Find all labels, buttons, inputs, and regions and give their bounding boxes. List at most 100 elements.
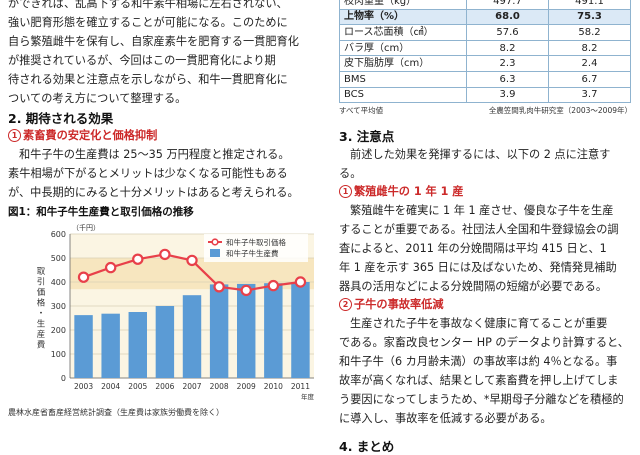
- y-axis-label-char: 取: [37, 267, 46, 277]
- line-point: [132, 253, 144, 265]
- table-row-label: 枝肉重量（kg）: [339, 0, 467, 10]
- table-cell-value: 68.0: [466, 8, 549, 26]
- table-cell-value: 2.3: [466, 55, 549, 72]
- x-tick-label: 2009: [237, 382, 256, 391]
- right-column: 枝肉重量（kg） 497.7 491.1 上物率（%） 68.0 75.3 ロース芯面積（㎠…: [339, 0, 632, 455]
- table-row-label: 皮下脂肪厚（cm）: [339, 55, 467, 72]
- intro-line: 自ら繁殖雌牛を保有し、自家産素牛を肥育する一貫肥育化: [8, 35, 299, 48]
- legend-box: [204, 234, 308, 262]
- y-axis-label-char: ・: [37, 309, 46, 319]
- body-line: う要因になってしまうため、*早期母子分離などを積極的: [339, 393, 624, 407]
- bar-production-cost: [264, 283, 283, 378]
- section-4-heading: 4. まとめ: [339, 439, 395, 455]
- y-axis-label-char: 生: [37, 319, 46, 330]
- line-point: [159, 248, 171, 261]
- section-2-heading: 2. 期待される効果: [8, 111, 114, 126]
- table-cell-value: 2.4: [548, 55, 631, 72]
- body-line: 生産された子牛を事故なく健康に育てることが重要: [350, 317, 608, 331]
- table-cell-value: 3.7: [548, 86, 631, 104]
- y-axis-label-char: 費: [37, 340, 46, 351]
- legend-bar-swatch: [210, 249, 220, 257]
- calf-price-cost-chart: 0 100 200 300 400 500 600 （千円） 取引価格・生産費 2003 2004 2…: [37, 223, 315, 401]
- table-row-label: バラ厚（cm）: [339, 39, 467, 57]
- x-tick-label: 2006: [155, 382, 174, 391]
- intro-line: ついての考え方について整理する。: [8, 92, 187, 105]
- x-tick-label: 2005: [128, 382, 147, 391]
- body-line: することが重要である。社団法人全国和牛登録協会の調: [339, 223, 619, 237]
- legend-label: 和牛子牛生産費: [226, 248, 279, 258]
- figure-title: 図1：和牛子牛生産費と取引価格の推移: [8, 206, 194, 218]
- figure-source: 農林水産省畜産経営統計調査（生産費は家族労働費を除く）: [8, 408, 224, 417]
- y-tick-label: 400: [51, 278, 66, 287]
- table-row-label: BMS: [339, 70, 467, 88]
- circled-number: 2: [339, 298, 352, 312]
- table-note-left: すべて平均値: [339, 106, 384, 116]
- table-cell-value: 57.6: [466, 24, 549, 41]
- table-notes: すべて平均値 全農笠間乳肉牛研究室（2003〜2009年）: [339, 105, 632, 116]
- x-tick-label: 2011: [291, 382, 310, 391]
- table-cell-value: 8.2: [466, 39, 549, 57]
- subheading-text: 繁殖雌牛の 1 年 1 産: [354, 185, 464, 199]
- table-cell-value: 6.3: [466, 70, 549, 88]
- subheading-accident-rate: 2 子牛の事故率低減: [339, 296, 632, 314]
- line-point: [104, 261, 117, 274]
- x-tick-label: 2003: [74, 382, 93, 391]
- y-tick-label: 500: [51, 254, 66, 263]
- carcass-data-table: 枝肉重量（kg） 497.7 491.1 上物率（%） 68.0 75.3 ロース芯面積（㎠…: [339, 0, 631, 104]
- table-cell-value: 6.7: [548, 70, 631, 88]
- y-axis-label-char: 産: [37, 329, 46, 340]
- line-point: [294, 276, 307, 288]
- table-cell-value: 8.2: [548, 39, 631, 57]
- body-line: 故率が高くなれば、結果として素畜費を押し上げてしま: [339, 374, 619, 388]
- section-3-heading: 3. 注意点: [339, 129, 395, 145]
- table-note-right: 全農笠間乳肉牛研究室（2003〜2009年）: [488, 106, 632, 116]
- intro-paragraph: ができれば、乱高下する和牛素牛相場に左右されない、 強い肥育形態を確立することが…: [8, 0, 326, 108]
- table-cell-value: 58.2: [548, 24, 631, 41]
- bar-production-cost: [291, 282, 310, 378]
- legend-label: 和牛子牛取引価格: [226, 237, 286, 247]
- body-line: に導入し、事故率を低減する必要がある。: [339, 412, 552, 426]
- table-row: 上物率（%） 68.0 75.3: [339, 8, 631, 26]
- body-line: 器具の活用などによる分娩間隔の短縮が必要である。: [339, 280, 608, 294]
- y-tick-label: 300: [51, 302, 66, 311]
- subheading-stable-cost: 1 素畜費の安定化と価格抑制: [8, 127, 326, 145]
- line-point: [240, 284, 252, 297]
- table-row: バラ厚（cm） 8.2 8.2: [339, 39, 631, 57]
- table-cell-value: 3.9: [466, 86, 549, 104]
- x-tick-label: 2008: [210, 382, 229, 391]
- table-row-label: BCS: [339, 86, 467, 104]
- body-line: 繁殖雌牛を確実に 1 年 1 産させ、優良な子牛を生産: [350, 204, 614, 218]
- subheading-text: 素畜費の安定化と価格抑制: [23, 129, 158, 142]
- table-cell-value: 75.3: [548, 8, 631, 26]
- body-line: である。家畜改良センター HP のデータより計算すると、: [339, 336, 629, 350]
- table-cell-value: 497.7: [466, 0, 549, 10]
- body-line: 和牛子牛（6 カ月齢未満）の事故率は約 4％となる。事: [339, 355, 618, 369]
- y-axis-label-char: 格: [37, 298, 46, 309]
- left-column: ができれば、乱高下する和牛素牛相場に左右されない、 強い肥育形態を確立することが…: [8, 0, 326, 419]
- table-cell-value: 491.1: [548, 0, 631, 10]
- y-unit-label: （千円）: [72, 223, 100, 232]
- circled-number: 1: [339, 185, 352, 199]
- y-tick-label: 0: [61, 374, 66, 383]
- body-line: 査によると、2011 年の分娩間隔は平均 415 日と、1: [339, 242, 607, 256]
- line-point: [77, 271, 90, 283]
- x-tick-label: 2004: [101, 382, 120, 391]
- bar-production-cost: [155, 306, 175, 378]
- intro-line: が推奨されているが、今回はこの一貫肥育化により期: [8, 54, 276, 67]
- line-point: [267, 279, 280, 292]
- table-row: BMS 6.3 6.7: [339, 70, 631, 88]
- legend-line-marker: [211, 238, 219, 246]
- circled-number: 1: [8, 129, 21, 142]
- body-line: 和牛子牛の生産費は 25〜35 万円程度と推定される。: [19, 148, 290, 161]
- intro-line: 強い肥育形態を確立することが可能になる。このために: [8, 16, 288, 29]
- y-axis-label-char: 引: [37, 278, 46, 288]
- x-tick-label: 2007: [182, 382, 201, 391]
- intro-line: 待される効果と注意点を示しながら、和牛一貫肥育化に: [8, 73, 288, 86]
- y-tick-label: 200: [51, 326, 66, 335]
- line-point: [213, 281, 225, 293]
- table-row: ロース芯面積（㎠） 57.6 58.2: [339, 24, 631, 41]
- table-row: BCS 3.9 3.7: [339, 86, 631, 104]
- y-tick-label: 600: [51, 230, 66, 239]
- x-tick-label: 2010: [264, 382, 283, 391]
- bar-production-cost: [74, 315, 93, 378]
